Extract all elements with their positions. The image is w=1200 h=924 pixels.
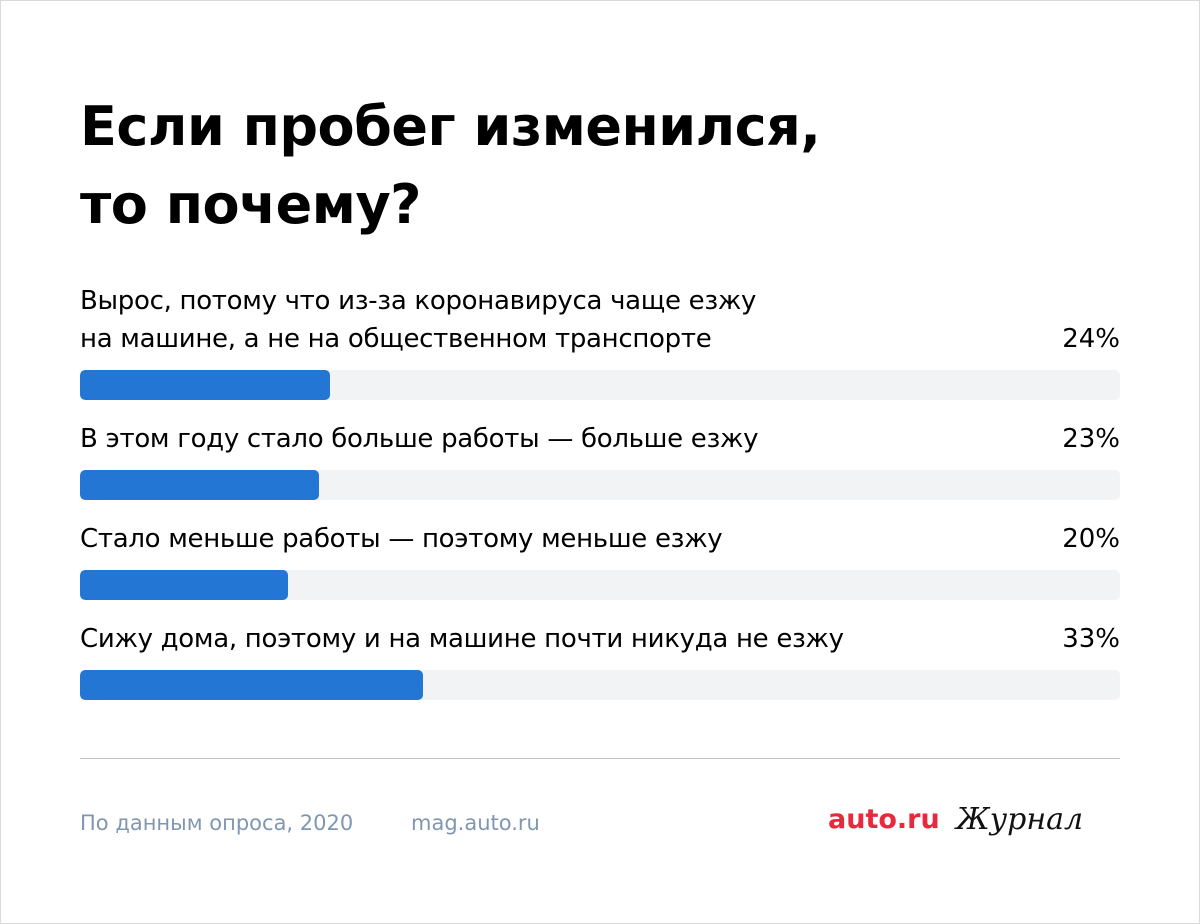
bar-label-line: Стало меньше работы — поэтому меньше езж…	[80, 524, 723, 554]
bar-value-label: 24%	[1062, 324, 1120, 354]
footer-divider	[80, 758, 1120, 759]
auto-ru-logo: auto.ru	[828, 804, 940, 835]
bar-row-header: Стало меньше работы — поэтому меньше езж…	[80, 520, 1120, 558]
bar-row-header: В этом году стало больше работы — больше…	[80, 420, 1120, 458]
bar-row: Сижу дома, поэтому и на машине почти ник…	[80, 620, 1120, 700]
chart-title-line-1: Если пробег изменился,	[80, 95, 821, 158]
survey-source: По данным опроса, 2020	[80, 811, 354, 835]
bar-value-label: 23%	[1062, 424, 1120, 454]
bar-value-label: 20%	[1062, 524, 1120, 554]
bar-label: В этом году стало больше работы — больше…	[80, 420, 759, 458]
bar-row-header: Сижу дома, поэтому и на машине почти ник…	[80, 620, 1120, 658]
bar-label: Стало меньше работы — поэтому меньше езж…	[80, 520, 723, 558]
bar-label-line: В этом году стало больше работы — больше…	[80, 424, 759, 454]
bar-row: В этом году стало больше работы — больше…	[80, 420, 1120, 500]
chart-title-line-2: то почему?	[80, 173, 421, 236]
bar-chart: Вырос, потому что из-за коронавируса чащ…	[80, 282, 1120, 700]
bar-label: Сижу дома, поэтому и на машине почти ник…	[80, 620, 844, 658]
bar-track	[80, 570, 1120, 600]
bar-track	[80, 470, 1120, 500]
bar-value-label: 33%	[1062, 624, 1120, 654]
bar-track	[80, 370, 1120, 400]
site-link[interactable]: mag.auto.ru	[411, 811, 540, 835]
bar	[80, 470, 319, 500]
bar-label-line: Вырос, потому что из-за коронавируса чащ…	[80, 286, 757, 316]
bar-track	[80, 670, 1120, 700]
bar	[80, 570, 288, 600]
bar	[80, 370, 330, 400]
bar-row: Вырос, потому что из-за коронавируса чащ…	[80, 282, 1120, 400]
bar-row: Стало меньше работы — поэтому меньше езж…	[80, 520, 1120, 600]
bar-label-line: на машине, а не на общественном транспор…	[80, 324, 712, 354]
journal-logo: Журнал	[956, 802, 1084, 837]
bar-label-line: Сижу дома, поэтому и на машине почти ник…	[80, 624, 844, 654]
bar-label: Вырос, потому что из-за коронавируса чащ…	[80, 282, 756, 358]
bar	[80, 670, 423, 700]
bar-row-header: Вырос, потому что из-за коронавируса чащ…	[80, 282, 1120, 358]
chart-title: Если пробег изменился, то почему?	[80, 88, 1080, 244]
